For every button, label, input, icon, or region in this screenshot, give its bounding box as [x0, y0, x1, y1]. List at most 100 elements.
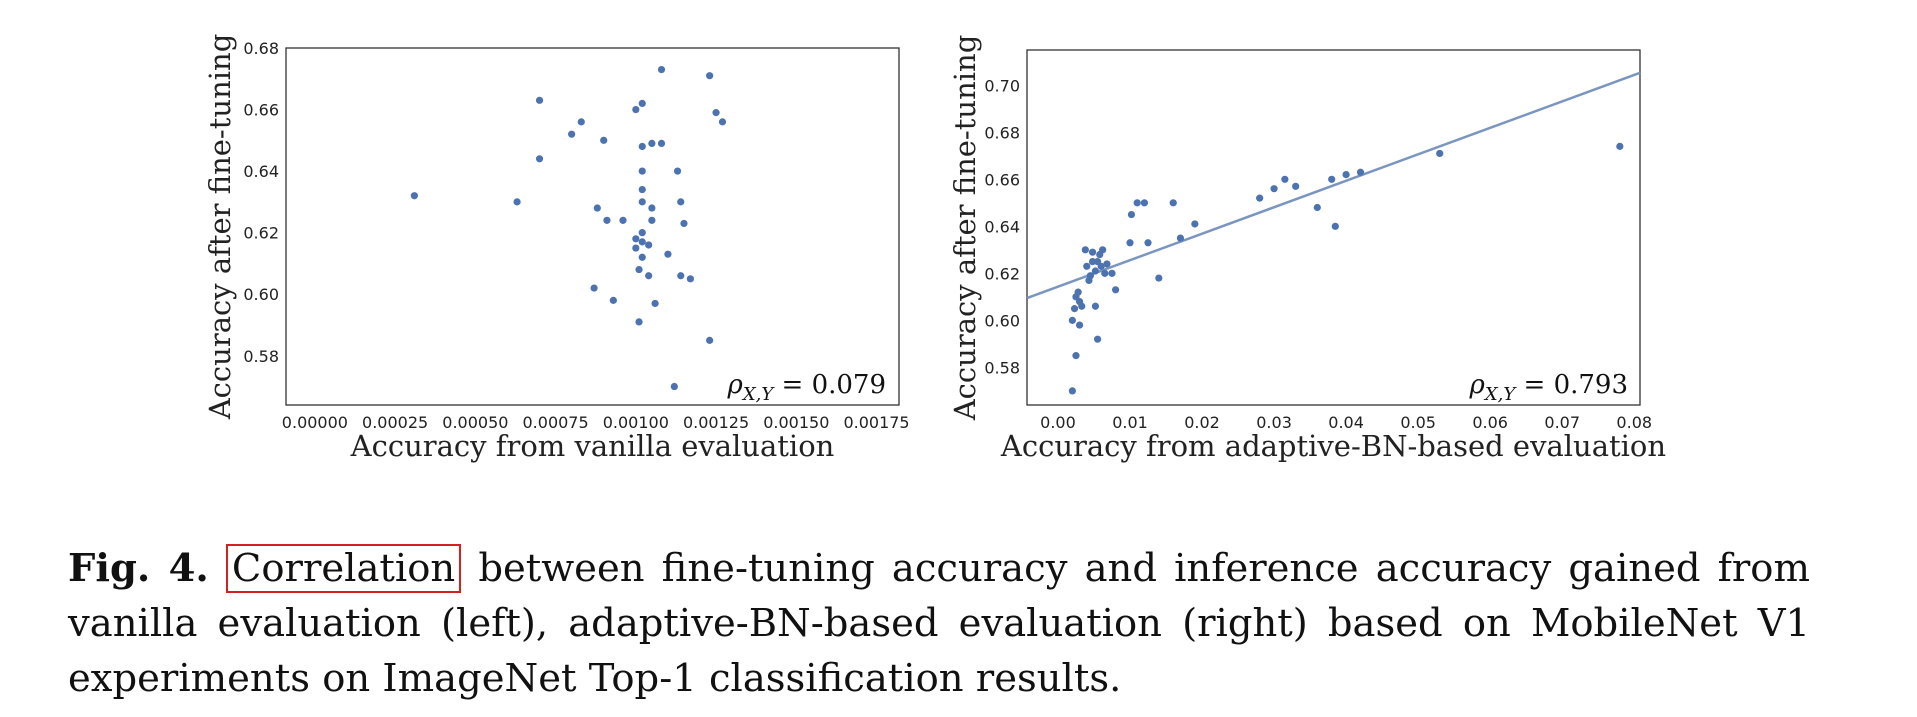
data-point	[1072, 352, 1080, 360]
data-point	[1256, 194, 1264, 202]
data-point	[638, 229, 646, 237]
data-point	[1126, 239, 1134, 247]
data-point	[638, 99, 646, 107]
data-point	[657, 139, 666, 148]
chart-vanilla-evaluation: 0.00000 0.00025 0.00050 0.00075 0.00100 0.001…	[203, 34, 910, 463]
data-point	[664, 250, 672, 258]
data-point	[648, 139, 656, 148]
data-point	[1127, 210, 1136, 219]
data-point	[1068, 387, 1076, 395]
correlation-annotation: ρX,Y = 0.079	[727, 370, 886, 405]
x-tick-label: 0.05	[1400, 413, 1436, 432]
data-point	[1078, 302, 1086, 310]
highlighted-word: Correlation	[225, 544, 462, 593]
data-point	[635, 318, 643, 326]
y-tick-label: 0.62	[984, 264, 1020, 283]
data-point	[648, 204, 656, 212]
data-point	[648, 216, 656, 224]
data-point	[1099, 246, 1107, 254]
x-tick-label: 0.00100	[603, 413, 669, 432]
caption-text: between fine-tuning accuracy and inferen…	[68, 546, 1810, 701]
data-point	[1068, 316, 1076, 324]
y-tick-label: 0.66	[243, 101, 279, 120]
regression-line	[1026, 71, 1641, 300]
data-point	[1144, 239, 1152, 247]
data-point	[1097, 262, 1105, 270]
data-point	[1101, 269, 1109, 277]
data-point	[706, 72, 714, 80]
x-tick-label: 0.00150	[763, 413, 829, 432]
y-tick-label: 0.64	[243, 162, 279, 181]
data-point	[718, 118, 727, 126]
rho-symbol: ρ	[727, 370, 744, 400]
y-tick-label: 0.58	[243, 347, 279, 366]
data-point	[1133, 199, 1141, 207]
data-point	[638, 253, 646, 261]
y-tick-label: 0.66	[984, 170, 1020, 189]
data-point	[638, 142, 646, 151]
data-point	[632, 105, 640, 114]
data-point	[645, 241, 653, 249]
x-axis-label: Accuracy from vanilla evaluation	[350, 429, 835, 463]
y-tick-label: 0.62	[243, 224, 279, 243]
data-point	[638, 238, 646, 246]
x-tick-label: 0.00125	[683, 413, 749, 432]
data-point	[1281, 175, 1289, 183]
x-tick-label: 0.00000	[282, 413, 348, 432]
data-point	[619, 216, 627, 224]
figure-caption: Fig. 4. Correlation between fine-tuning …	[68, 541, 1810, 706]
correlation-annotation: ρX,Y = 0.793	[1469, 370, 1628, 405]
data-point	[673, 167, 682, 175]
x-tick-label: 0.03	[1256, 413, 1292, 432]
data-point	[513, 198, 521, 206]
data-point	[1088, 248, 1097, 256]
data-point	[1108, 269, 1116, 277]
data-point	[593, 204, 601, 212]
data-point	[609, 296, 617, 304]
data-point	[677, 272, 685, 280]
data-point	[577, 118, 585, 126]
data-point	[1155, 274, 1163, 282]
y-tick-label: 0.58	[984, 358, 1020, 377]
figure-label: Fig. 4.	[68, 546, 209, 591]
plot-frame	[1026, 49, 1641, 406]
data-point	[1093, 335, 1102, 343]
x-tick-label: 0.06	[1472, 413, 1508, 432]
x-tick-label: 0.00050	[442, 413, 508, 432]
data-point	[1083, 262, 1091, 270]
rho-subscript: X,Y	[741, 384, 776, 405]
y-tick-label: 0.64	[984, 217, 1020, 236]
data-point	[686, 275, 694, 283]
x-tick-label: 0.04	[1328, 413, 1364, 432]
data-point	[1270, 185, 1278, 193]
data-point	[706, 336, 714, 344]
data-point	[1075, 321, 1084, 329]
plot-frame	[285, 47, 900, 406]
data-point	[635, 265, 643, 274]
data-point	[638, 198, 646, 206]
data-point	[680, 219, 688, 228]
data-point	[1081, 246, 1089, 254]
data-point	[1191, 220, 1199, 228]
x-tick-label: 0.07	[1544, 413, 1580, 432]
rho-subscript: X,Y	[1483, 384, 1518, 405]
data-point	[712, 109, 720, 117]
x-tick-label: 0.00	[1040, 413, 1076, 432]
data-point	[677, 198, 685, 206]
chart-adaptive-bn-evaluation: 0.00 0.01 0.02 0.03 0.04 0.05 0.06 0.07 0.08 0.58…	[948, 35, 1666, 463]
data-point	[535, 155, 544, 163]
data-point	[1313, 203, 1321, 212]
data-point	[657, 65, 666, 74]
x-tick-label: 0.00025	[362, 413, 428, 432]
data-point	[1292, 182, 1300, 190]
data-point	[568, 130, 576, 138]
y-tick-label: 0.68	[243, 39, 279, 58]
data-point	[1091, 302, 1100, 310]
data-point	[645, 272, 653, 280]
data-point	[1070, 305, 1079, 313]
data-point	[1088, 257, 1097, 266]
data-point	[590, 284, 598, 292]
data-point	[1074, 288, 1082, 296]
data-point	[1169, 199, 1177, 207]
